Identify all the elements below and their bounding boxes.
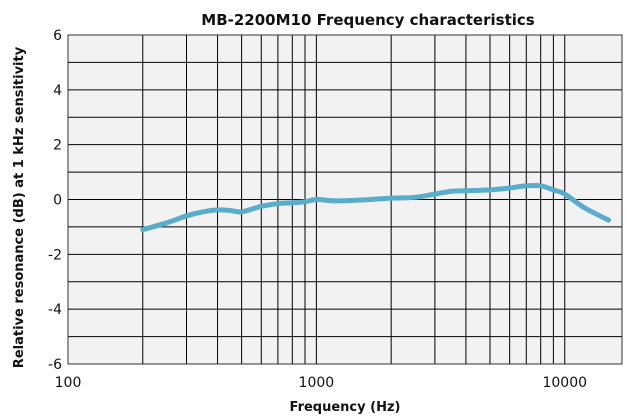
series-layer	[140, 182, 611, 233]
x-tick-label: 1000	[299, 375, 335, 391]
plot-border	[67, 34, 623, 365]
y-tick-label: 2	[53, 138, 62, 154]
x-tick-label: 10000	[542, 375, 587, 391]
x-axis-label: Frequency (Hz)	[290, 400, 401, 415]
y-tick-label: 6	[53, 28, 62, 44]
x-tick-label: 100	[55, 375, 82, 391]
tick-labels: -6 -4 -2 0 2 4 6 100 1000 10000	[48, 28, 587, 391]
y-tick-label: -2	[48, 247, 62, 263]
y-tick-label: -6	[48, 357, 62, 373]
y-tick-label: 0	[53, 193, 62, 209]
y-axis-label: Relative resonance (dB) at 1 kHz sensiti…	[12, 46, 27, 368]
chart-title: MB-2200M10 Frequency characteristics	[201, 11, 534, 29]
y-tick-label: 4	[53, 83, 62, 99]
series-line	[140, 182, 611, 233]
y-tick-label: -4	[48, 302, 62, 318]
